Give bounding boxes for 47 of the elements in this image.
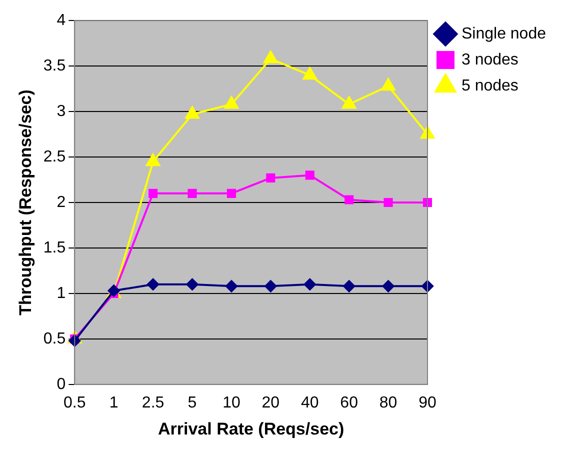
y-tick-label: 3 bbox=[56, 102, 66, 120]
point bbox=[146, 154, 160, 166]
point bbox=[188, 188, 197, 198]
x-tick-label: 90 bbox=[418, 394, 436, 412]
y-tick-label: 1.5 bbox=[43, 239, 66, 256]
x-tick-label: 10 bbox=[222, 394, 240, 412]
y-tick-label: 4 bbox=[56, 12, 66, 30]
point bbox=[266, 173, 276, 182]
x-tick-label: 60 bbox=[340, 394, 358, 412]
point bbox=[384, 198, 393, 208]
x-tick-label: 5 bbox=[188, 394, 197, 412]
point bbox=[186, 278, 198, 290]
point bbox=[382, 280, 394, 292]
x-tick-label: 40 bbox=[300, 394, 319, 412]
point bbox=[225, 280, 238, 292]
point bbox=[342, 96, 356, 109]
point bbox=[344, 195, 354, 204]
legend-label: 3 nodes bbox=[461, 51, 518, 68]
point bbox=[420, 126, 435, 139]
point bbox=[304, 278, 316, 290]
x-tick-label: 20 bbox=[262, 394, 280, 412]
point bbox=[302, 67, 317, 80]
point bbox=[226, 188, 236, 198]
point bbox=[148, 188, 158, 198]
y-tick-label: 1 bbox=[56, 284, 66, 302]
x-axis-title: Arrival Rate (Reqs/sec) bbox=[158, 419, 344, 438]
legend-label: 5 nodes bbox=[461, 77, 518, 94]
point bbox=[224, 96, 239, 109]
point bbox=[422, 198, 432, 208]
y-tick-label: 2.5 bbox=[43, 148, 66, 166]
x-tick-label: 1 bbox=[109, 394, 118, 412]
point bbox=[343, 280, 356, 292]
y-tick-label: 0 bbox=[56, 376, 66, 393]
x-tick-label: 2.5 bbox=[142, 394, 164, 412]
point bbox=[264, 50, 278, 64]
point bbox=[381, 78, 396, 91]
point bbox=[264, 280, 277, 292]
y-tick-label: 3.5 bbox=[43, 57, 66, 74]
point bbox=[147, 278, 160, 290]
point bbox=[305, 170, 314, 180]
y-tick-label: 2 bbox=[56, 194, 66, 211]
y-tick-label: 0.5 bbox=[43, 330, 66, 348]
y-axis-title: Throughput (Response/sec) bbox=[16, 90, 35, 316]
point bbox=[185, 106, 200, 119]
x-tick-label: 80 bbox=[379, 394, 398, 412]
point bbox=[421, 280, 434, 292]
legend-label: Single node bbox=[461, 25, 546, 42]
